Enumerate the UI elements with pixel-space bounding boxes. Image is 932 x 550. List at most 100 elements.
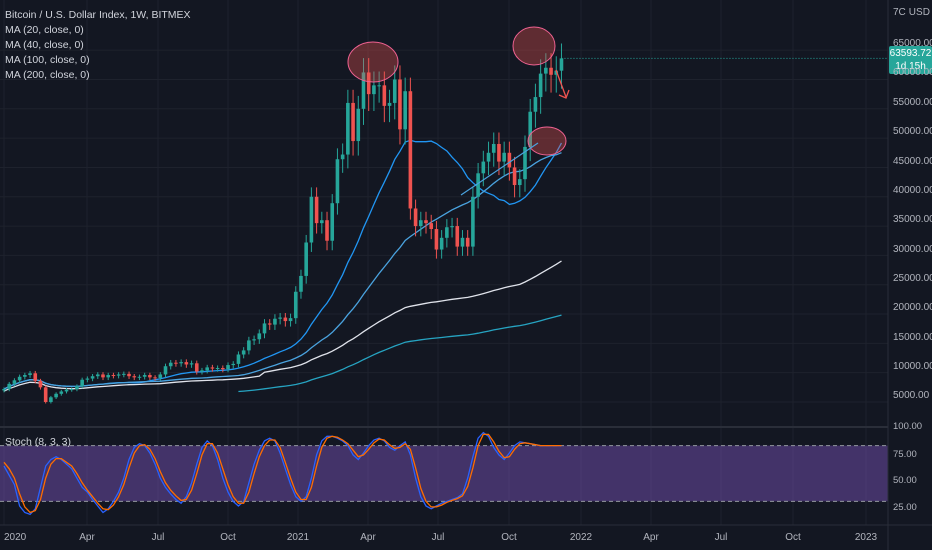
time-tick: Apr: [79, 532, 95, 543]
candle-body: [69, 389, 74, 391]
currency-label: USD: [908, 7, 930, 18]
candle-body: [38, 380, 43, 388]
candle-body: [377, 85, 381, 87]
annotation-circle-target: [527, 126, 567, 156]
candle-body: [476, 173, 480, 197]
candle-body: [408, 91, 413, 209]
candle-body: [262, 323, 267, 334]
candle-body: [106, 375, 110, 378]
candle-body: [43, 387, 48, 402]
candle-body: [471, 196, 475, 247]
candle-body: [283, 317, 288, 322]
candle-body: [293, 291, 298, 319]
candle-body: [335, 159, 340, 204]
candle-body: [226, 365, 230, 370]
candle-body: [533, 97, 538, 112]
time-tick: 2021: [286, 532, 310, 543]
candle-body: [168, 362, 173, 367]
candle-body: [523, 146, 527, 180]
symbol-title[interactable]: Bitcoin / U.S. Dollar Index, 1W, BITMEX: [5, 9, 191, 21]
ma-200-label[interactable]: MA (200, close, 0): [5, 69, 90, 81]
time-tick: Jul: [431, 532, 445, 543]
candle-body: [325, 220, 329, 241]
price-tick: 10000.00: [893, 361, 932, 372]
candle-body: [320, 220, 324, 224]
stoch-d-line: [3, 433, 562, 514]
annotation-trend-line: [460, 142, 539, 196]
ma-100-line: [3, 260, 562, 392]
candle-body: [49, 397, 53, 402]
time-tick: Oct: [220, 532, 236, 543]
ma-20-label[interactable]: MA (20, close, 0): [5, 24, 84, 36]
time-tick: Jul: [714, 532, 728, 543]
stoch-band: [0, 445, 888, 502]
candle-body: [351, 102, 355, 142]
candle-body: [434, 229, 439, 250]
candle-body: [299, 275, 303, 292]
candle-body: [90, 376, 95, 379]
candle-body: [231, 363, 236, 366]
stoch-k-line: [3, 431, 562, 516]
ma-200-line: [238, 314, 562, 393]
candle-body: [158, 374, 163, 378]
ma-40-label[interactable]: MA (40, close, 0): [5, 39, 84, 51]
candle-body: [460, 237, 465, 247]
time-tick: 2022: [569, 532, 593, 543]
bar-countdown: 1d 15h: [895, 61, 926, 72]
candle-body: [23, 375, 27, 377]
currency-selector[interactable]: 7C USD: [893, 7, 930, 18]
candle-body: [153, 377, 157, 379]
candle-body: [2, 389, 6, 391]
candle-body: [538, 73, 543, 98]
candle-body: [28, 373, 32, 376]
candle-body: [17, 376, 22, 381]
candle-body: [549, 67, 553, 75]
price-tick: 60000.00: [893, 67, 932, 78]
time-tick: Apr: [360, 532, 376, 543]
candle-body: [486, 152, 491, 162]
candle-body: [559, 58, 564, 71]
candle-body: [241, 350, 246, 355]
candle-body: [481, 161, 486, 174]
ma-100-label[interactable]: MA (100, close, 0): [5, 54, 90, 66]
candle-body: [215, 367, 220, 369]
price-tick: 30000.00: [893, 244, 932, 255]
annotation-arrow-shaft: [555, 69, 567, 98]
currency-icon: 7C: [893, 7, 906, 18]
candle-body: [33, 373, 38, 381]
time-tick: 2023: [854, 532, 878, 543]
candle-body: [210, 367, 215, 369]
annotation-circle-recent-top: [512, 26, 556, 66]
price-tick: 25000.00: [893, 273, 932, 284]
stoch-tick: 100.00: [893, 421, 923, 432]
candle-body: [366, 72, 371, 95]
candle-body: [95, 374, 100, 377]
time-tick: Jul: [151, 532, 165, 543]
candle-body: [424, 220, 428, 224]
candle-body: [392, 79, 397, 103]
stoch-label[interactable]: Stoch (8, 3, 3): [5, 436, 71, 448]
candle-body: [116, 374, 121, 376]
candle-body: [132, 376, 137, 378]
candle-body: [85, 378, 90, 380]
annotation-circle-april-top: [347, 41, 399, 83]
moving-averages: [3, 139, 563, 393]
candle-body: [346, 102, 350, 155]
time-tick: Oct: [501, 532, 517, 543]
candle-body: [80, 379, 84, 387]
candle-body: [221, 367, 225, 370]
candle-body: [7, 383, 12, 390]
price-tick: 15000.00: [893, 332, 932, 343]
candle-body: [288, 318, 293, 322]
candle-body: [200, 370, 204, 372]
candlestick-series: [2, 43, 888, 404]
stoch-tick: 50.00: [893, 475, 917, 486]
candle-body: [554, 70, 559, 75]
candle-body: [137, 376, 142, 378]
candle-body: [205, 367, 209, 371]
candle-body: [465, 237, 470, 247]
candle-body: [127, 373, 131, 377]
price-tick: 35000.00: [893, 214, 932, 225]
candle-body: [122, 373, 126, 375]
